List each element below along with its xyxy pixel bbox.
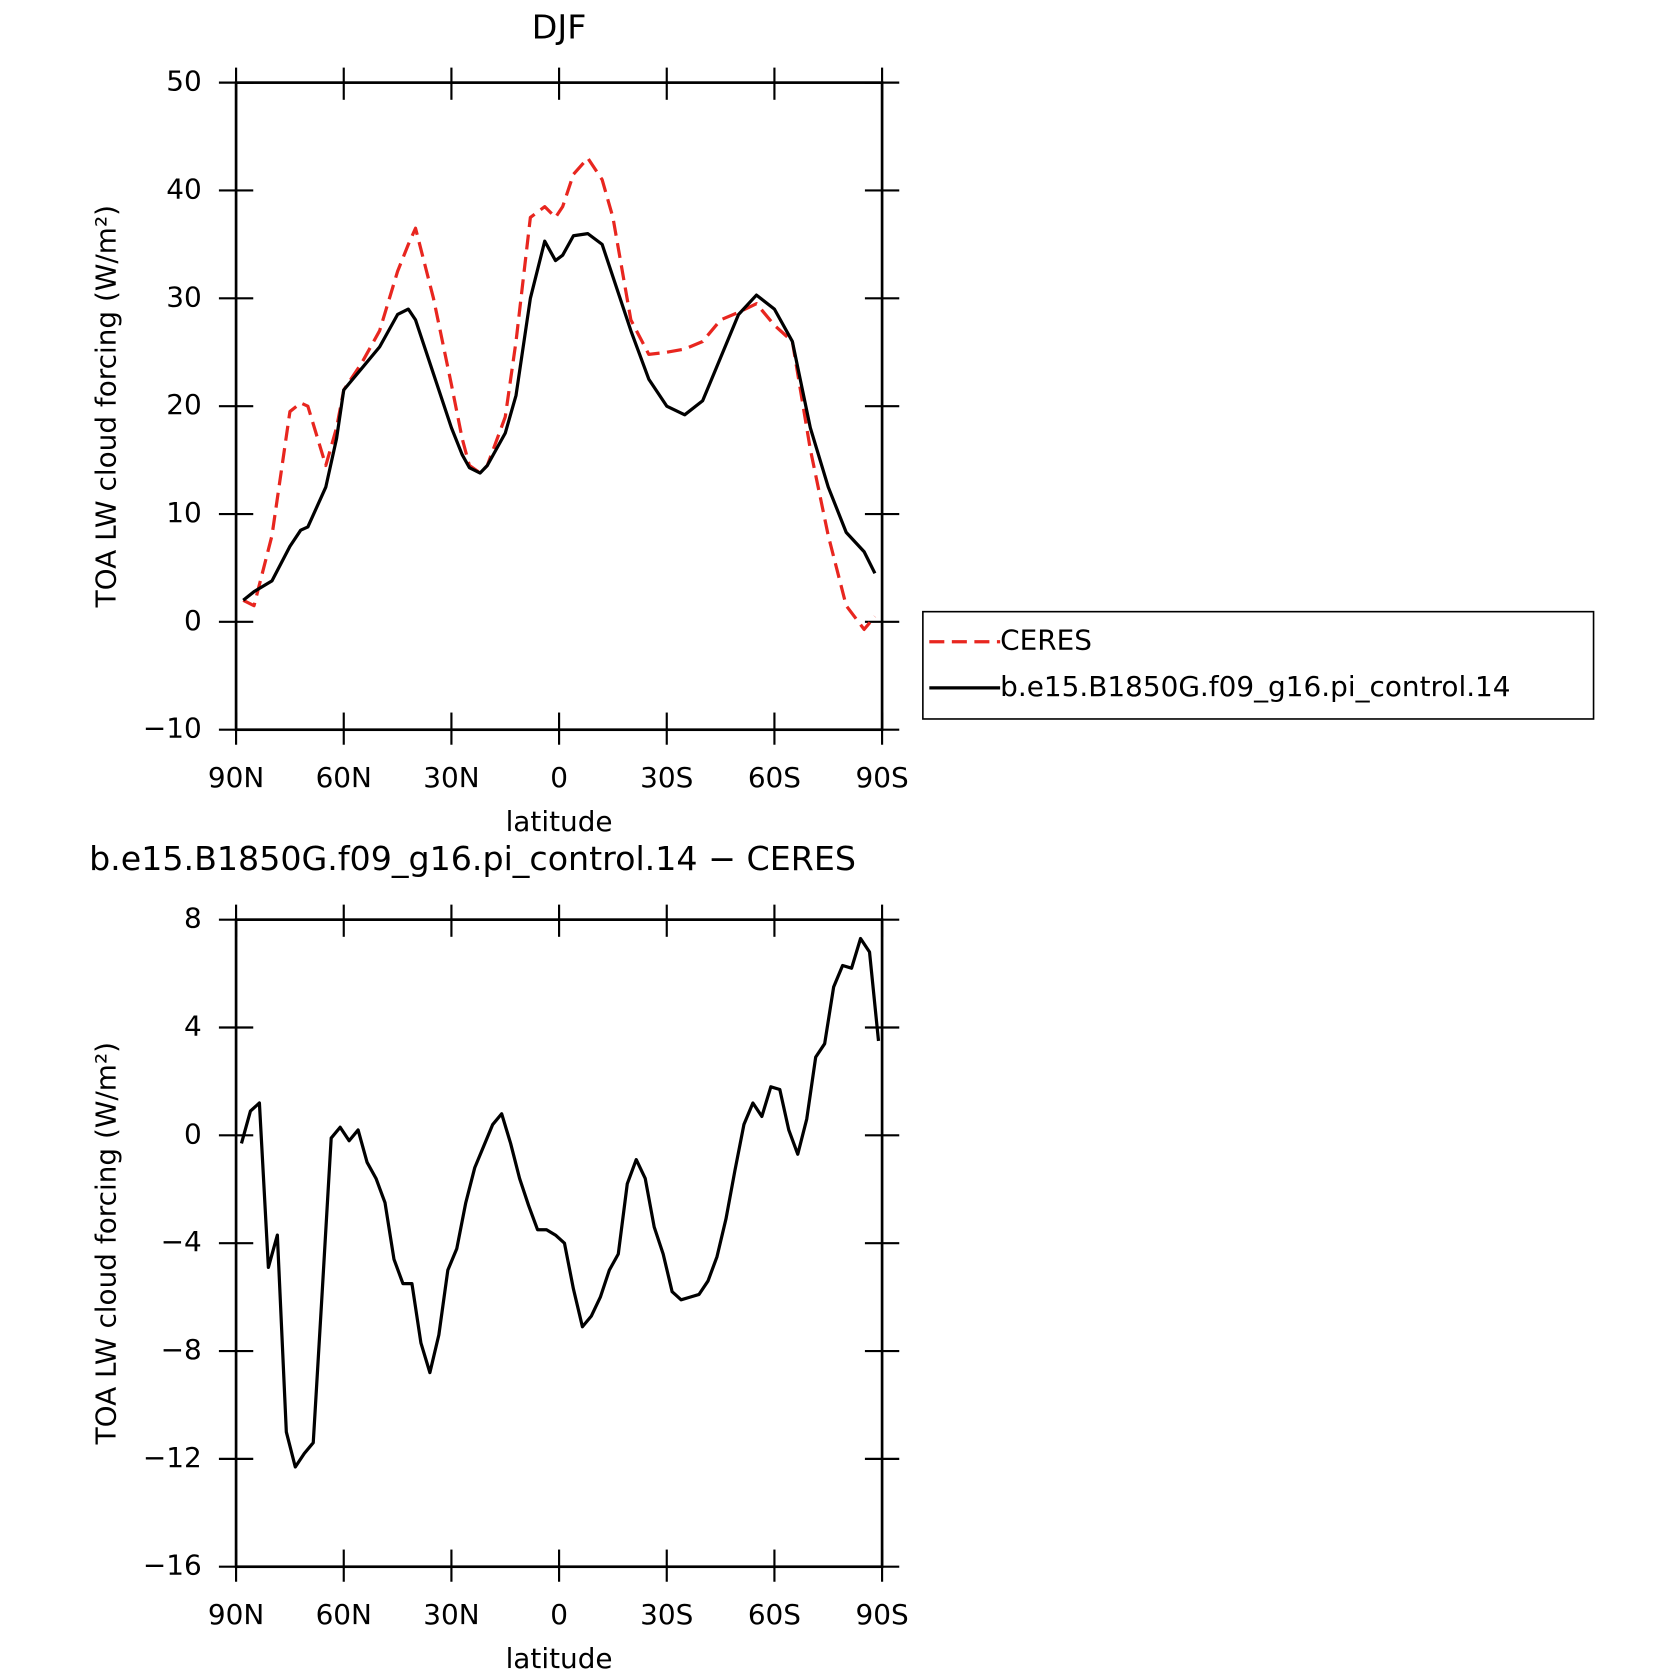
data-line	[239, 936, 881, 1469]
y-tick-label: 10	[166, 496, 202, 529]
y-tick-label: 20	[166, 388, 202, 421]
y-tick-label: 50	[166, 65, 202, 98]
y-tick-label: 0	[184, 604, 202, 637]
plot-frame	[234, 918, 884, 1569]
legend-label: CERES	[1000, 624, 1092, 657]
x-tick-label: 90N	[208, 761, 264, 794]
y-tick-label: −16	[143, 1549, 202, 1582]
chart-title: b.e15.B1850G.f09_g16.pi_control.14 − CER…	[89, 839, 856, 878]
x-axis-label: latitude	[506, 805, 613, 838]
x-tick-label: 30S	[640, 1598, 693, 1631]
y-tick-label: 4	[184, 1009, 202, 1042]
x-tick-label: 90S	[855, 1598, 908, 1631]
x-tick-label: 30S	[640, 761, 693, 794]
chart-title: DJF	[532, 7, 587, 46]
x-tick-label: 60S	[748, 1598, 801, 1631]
data-line	[242, 156, 877, 632]
data-line	[242, 232, 877, 602]
legend-box	[922, 610, 1595, 720]
x-tick-label: 30N	[423, 761, 479, 794]
y-tick-label: −10	[143, 712, 202, 745]
x-tick-label: 0	[550, 1598, 568, 1631]
x-tick-label: 90S	[855, 761, 908, 794]
x-tick-label: 60N	[316, 761, 372, 794]
y-tick-label: 0	[184, 1117, 202, 1150]
y-axis-label: TOA LW cloud forcing (W/m²)	[89, 205, 122, 608]
x-tick-label: 0	[550, 761, 568, 794]
x-tick-label: 60N	[316, 1598, 372, 1631]
y-tick-label: −8	[161, 1333, 202, 1366]
y-tick-label: 30	[166, 280, 202, 313]
plot-frame	[234, 81, 884, 732]
y-tick-label: 8	[184, 902, 202, 935]
x-tick-label: 60S	[748, 761, 801, 794]
y-axis-label: TOA LW cloud forcing (W/m²)	[89, 1042, 122, 1445]
x-tick-label: 30N	[423, 1598, 479, 1631]
y-tick-label: −12	[143, 1441, 202, 1474]
y-tick-label: 40	[166, 172, 202, 205]
x-tick-label: 90N	[208, 1598, 264, 1631]
y-tick-label: −4	[161, 1225, 202, 1258]
x-axis-label: latitude	[506, 1642, 613, 1674]
legend-label: b.e15.B1850G.f09_g16.pi_control.14	[1000, 670, 1510, 703]
